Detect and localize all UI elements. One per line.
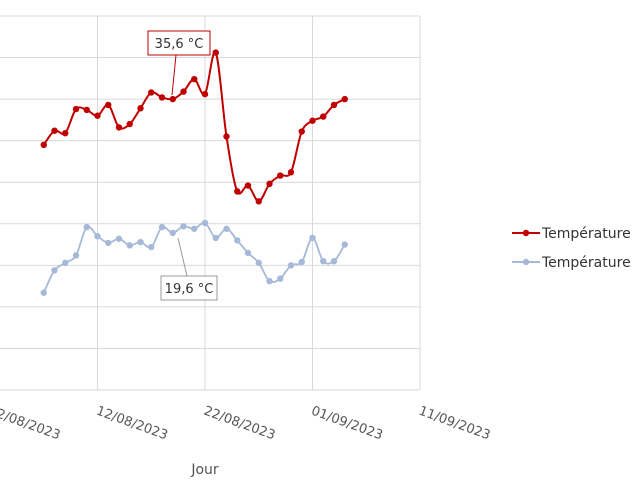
data-point-series-1 — [244, 182, 252, 189]
data-point-series-2 — [309, 234, 316, 242]
data-point-series-1 — [320, 113, 327, 120]
data-point-series-1 — [201, 90, 209, 98]
data-point-series-1 — [277, 172, 284, 179]
data-point-series-2 — [169, 229, 176, 237]
callout-leader — [177, 237, 188, 277]
data-point-series-2 — [201, 219, 209, 227]
x-tick-label: 22/08/2023 — [202, 404, 278, 444]
data-point-series-1 — [51, 127, 58, 134]
data-point-series-2 — [330, 257, 338, 265]
data-point-series-2 — [72, 252, 80, 259]
data-point-series-2 — [244, 249, 252, 257]
data-point-series-1 — [330, 101, 338, 109]
data-point-series-1 — [62, 129, 69, 137]
data-point-series-1 — [83, 106, 90, 114]
legend-marker-2 — [522, 258, 530, 266]
data-point-series-1 — [148, 89, 155, 96]
x-tick-label: 11/09/2023 — [417, 404, 493, 444]
data-label: 35,6 °C — [155, 37, 204, 52]
data-point-series-2 — [255, 259, 262, 267]
data-point-series-1 — [191, 75, 198, 83]
x-axis-title: Jour — [190, 462, 219, 478]
data-point-series-2 — [62, 259, 69, 267]
data-point-series-2 — [234, 237, 241, 244]
data-point-series-2 — [40, 289, 47, 296]
legend-label-2: Température — [541, 255, 631, 271]
data-label: 19,6 °C — [165, 282, 214, 297]
data-point-series-1 — [158, 94, 166, 101]
data-point-series-1 — [234, 188, 241, 195]
callout-leader — [171, 54, 177, 96]
data-point-series-2 — [320, 257, 327, 265]
data-point-series-2 — [180, 223, 187, 230]
callout-box — [147, 30, 211, 56]
data-point-series-1 — [169, 95, 176, 103]
data-point-series-1 — [255, 198, 262, 205]
data-point-series-2 — [83, 223, 90, 231]
data-point-series-2 — [148, 243, 155, 251]
data-point-series-1 — [72, 105, 80, 113]
callout-box — [160, 275, 218, 301]
data-point-series-1 — [298, 128, 305, 135]
data-point-series-2 — [298, 258, 305, 266]
data-point-series-2 — [115, 235, 123, 242]
data-point-series-1 — [105, 101, 112, 109]
data-point-series-2 — [94, 233, 101, 240]
data-point-series-1 — [287, 169, 295, 176]
data-point-series-2 — [105, 239, 112, 247]
data-point-series-2 — [341, 241, 348, 248]
legend-label-1: Température — [541, 226, 631, 242]
data-point-series-2 — [126, 242, 133, 249]
x-tick-label: 02/08/2023 — [0, 404, 62, 444]
x-tick-label: 12/08/2023 — [94, 404, 170, 444]
data-point-series-2 — [212, 234, 219, 242]
data-point-series-2 — [223, 225, 230, 232]
data-point-series-1 — [309, 117, 316, 124]
data-point-series-2 — [137, 238, 144, 246]
data-point-series-2 — [51, 267, 58, 274]
data-point-series-1 — [94, 112, 101, 119]
data-point-series-1 — [212, 49, 219, 56]
data-point-series-1 — [266, 180, 273, 188]
data-point-series-1 — [115, 124, 123, 131]
legend-marker-1 — [522, 229, 530, 237]
data-point-series-2 — [266, 277, 273, 285]
series-line-1 — [42, 51, 346, 203]
data-point-series-2 — [158, 223, 166, 231]
data-point-series-2 — [287, 262, 295, 269]
data-point-series-1 — [180, 88, 187, 95]
data-point-series-2 — [277, 275, 284, 282]
data-point-series-1 — [223, 133, 230, 140]
data-point-series-1 — [341, 95, 348, 103]
data-point-series-1 — [126, 120, 133, 128]
data-point-series-2 — [191, 225, 198, 232]
data-point-series-1 — [40, 141, 47, 149]
x-tick-label: 01/09/2023 — [309, 404, 385, 444]
data-point-series-1 — [137, 105, 144, 112]
